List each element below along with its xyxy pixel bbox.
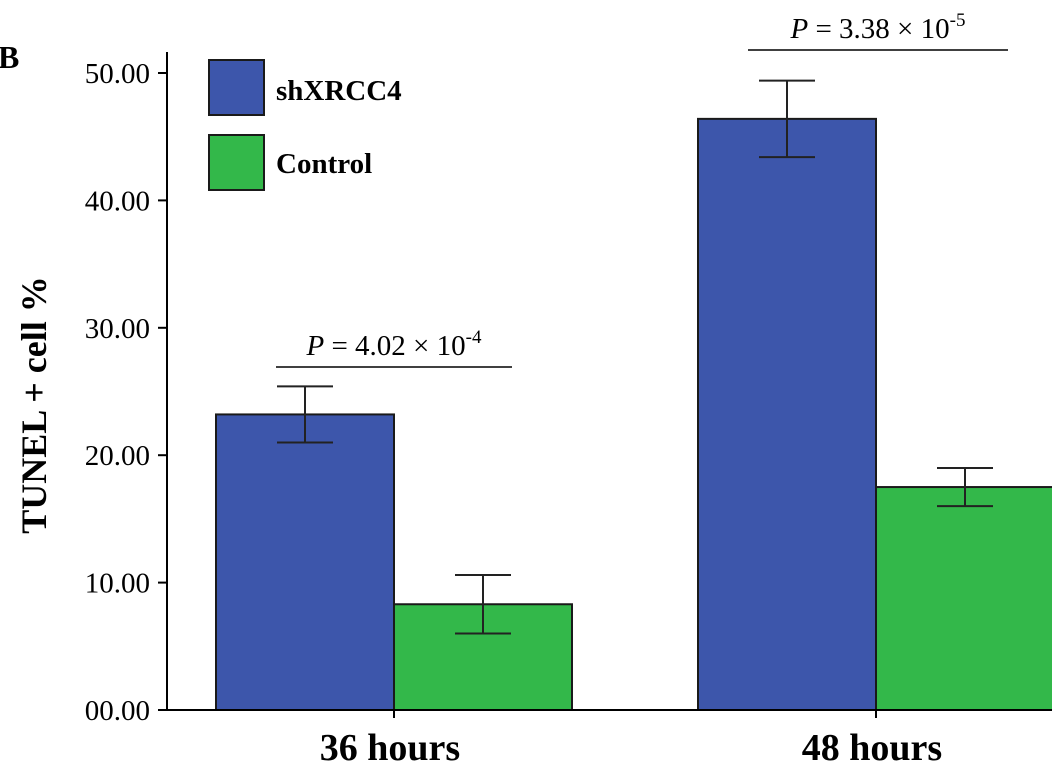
y-tick-label: 30.00	[85, 313, 150, 345]
y-tick-label: 20.00	[85, 440, 150, 472]
y-tick-label: 10.00	[85, 568, 150, 600]
bar	[215, 413, 395, 711]
y-axis: 00.00 10.00 20.00 30.00 40.00 50.00	[85, 58, 167, 727]
error-bars-group	[277, 79, 993, 635]
legend-swatch-shxrcc4	[208, 59, 265, 116]
y-tick-label: 50.00	[85, 58, 150, 90]
x-tick-label: 48 hours	[802, 727, 942, 763]
p-value-label: P = 3.38 × 10-5	[789, 10, 965, 45]
legend-label-control: Control	[276, 148, 372, 180]
y-axis-label: TUNEL + cell %	[14, 276, 54, 534]
p-value-annotations: P = 4.02 × 10-4 P = 3.38 × 10-5	[276, 10, 1008, 368]
legend-label-shxrcc4: shXRCC4	[276, 75, 402, 107]
legend: shXRCC4 Control	[208, 59, 402, 191]
bars-group	[215, 117, 1052, 711]
y-tick-label: 40.00	[85, 185, 150, 217]
bar	[875, 486, 1052, 711]
bar	[697, 117, 877, 711]
legend-swatch-control	[208, 134, 265, 191]
y-tick-label: 00.00	[85, 695, 150, 727]
x-axis: 36 hours 48 hours	[320, 710, 942, 763]
panel-label: B	[0, 39, 19, 75]
p-value-label: P = 4.02 × 10-4	[305, 327, 482, 362]
x-tick-label: 36 hours	[320, 727, 460, 763]
